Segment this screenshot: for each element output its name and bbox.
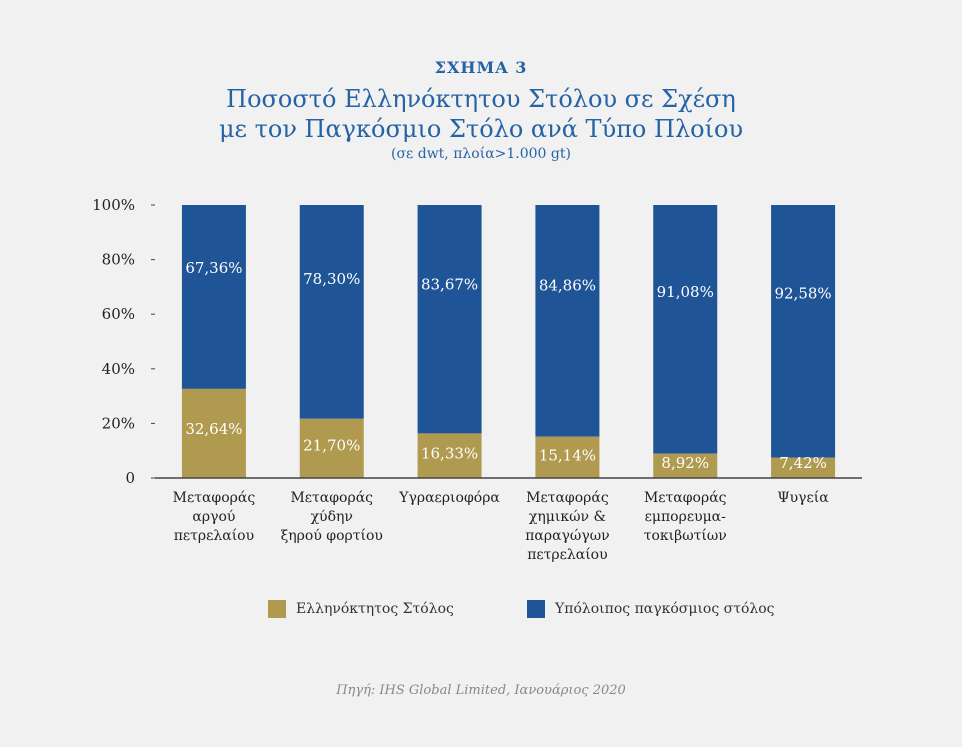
bar-greek <box>535 436 600 478</box>
x-tick-label: Μεταφοράς <box>173 490 256 506</box>
data-label-greek: 7,42% <box>779 454 827 472</box>
x-tick-label: αργού <box>192 509 235 525</box>
data-label-rest: 78,30% <box>303 270 360 288</box>
x-tick-label: πετρελαίου <box>527 546 607 563</box>
data-label-rest: 83,67% <box>421 276 478 294</box>
legend-item-rest: Υπόλοιπος παγκόσμιος στόλος <box>527 600 775 618</box>
chart-title-line2: με τον Παγκόσμιο Στόλο ανά Τύπο Πλοίου <box>218 115 744 143</box>
legend-label-rest: Υπόλοιπος παγκόσμιος στόλος <box>555 601 775 617</box>
chart-plot: 67,36% 32,64% Μεταφοράς αργού πετρελαίου 78,3… <box>92 196 862 563</box>
x-tick-label: χύδην <box>311 509 353 525</box>
legend-swatch-rest <box>527 600 545 618</box>
bar-rest <box>417 205 482 434</box>
bar-greek <box>417 433 482 478</box>
chart-title-line1: Ποσοστό Ελληνόκτητου Στόλου σε Σχέση <box>226 85 736 113</box>
bar-rest <box>771 205 836 458</box>
bar-greek <box>181 388 246 478</box>
data-label-greek: 15,14% <box>539 446 596 464</box>
y-tick-label: 40% <box>102 360 135 378</box>
legend-item-greek: Ελληνόκτητος Στόλος <box>268 600 454 618</box>
data-label-rest: 91,08% <box>657 283 714 301</box>
data-label-rest: 84,86% <box>539 277 596 295</box>
bar-rest <box>299 205 364 419</box>
x-tick-label: πετρελαίου <box>174 527 254 544</box>
figure-label: ΣΧΗΜΑ 3 <box>434 58 528 77</box>
y-tick-label: 100% <box>92 196 135 214</box>
x-tick-label: Μεταφοράς <box>290 490 373 506</box>
bar-rest <box>535 205 600 437</box>
bar-rest <box>653 205 718 454</box>
data-label-rest: 67,36% <box>185 259 242 277</box>
data-label-rest: 92,58% <box>774 285 831 303</box>
y-tick-label: 0 <box>125 469 135 487</box>
y-tick-label: 60% <box>102 305 135 323</box>
y-tick-label: 80% <box>102 251 135 269</box>
legend-swatch-greek <box>268 600 286 618</box>
chart-subtitle: (σε dwt, πλοία>1.000 gt) <box>391 146 571 162</box>
bar-greek <box>299 418 364 478</box>
data-label-greek: 8,92% <box>661 454 709 472</box>
data-label-greek: 32,64% <box>185 420 242 438</box>
x-tick-label: Μεταφοράς <box>526 490 609 506</box>
x-tick-label: τοκιβωτίων <box>644 527 727 544</box>
legend-label-greek: Ελληνόκτητος Στόλος <box>296 601 454 617</box>
y-tick-label: 20% <box>102 414 135 432</box>
x-tick-label: Ψυγεία <box>777 489 829 506</box>
data-label-greek: 21,70% <box>303 436 360 454</box>
x-tick-label: χημικών & <box>529 509 606 525</box>
x-tick-label: ξηρού φορτίου <box>281 527 383 544</box>
bar-greek <box>653 453 718 478</box>
x-tick-label: Μεταφοράς <box>644 490 727 506</box>
x-tick-label: παραγώγων <box>525 528 609 544</box>
bar-rest <box>181 205 246 389</box>
x-tick-label: εμπορευμα- <box>645 509 727 525</box>
bar-greek <box>771 457 836 478</box>
source-note: Πηγή: IHS Global Limited, Ιανουάριος 202… <box>336 683 626 698</box>
x-tick-label: Υγραεριοφόρα <box>398 490 500 506</box>
data-label-greek: 16,33% <box>421 444 478 462</box>
